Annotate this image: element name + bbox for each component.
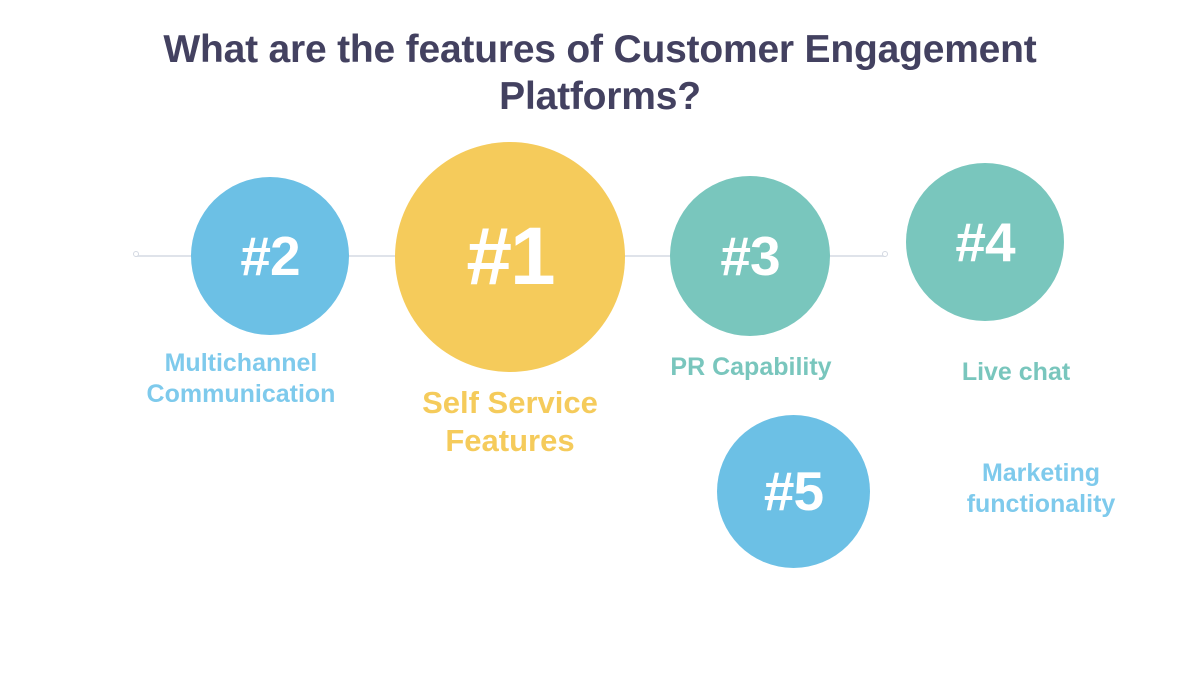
node-badge-2: #2	[240, 224, 300, 287]
node-caption-1: Self Service Features	[380, 384, 640, 460]
node-badge-4: #4	[955, 210, 1015, 273]
node-circle-3[interactable]: #3	[670, 176, 830, 336]
node-circle-5[interactable]: #5	[717, 415, 870, 568]
node-caption-3-line-1: PR Capability	[670, 353, 832, 381]
node-caption-1-line-2: Features	[445, 422, 575, 458]
node-circle-2[interactable]: #2	[191, 177, 349, 335]
node-badge-3: #3	[720, 224, 780, 287]
page-title: What are the features of Customer Engage…	[90, 26, 1110, 120]
page-title-line-1: What are the features of Customer Engage…	[163, 28, 1037, 71]
node-caption-5: Marketing functionality	[925, 458, 1157, 519]
node-caption-5-line-1: Marketing	[981, 459, 1101, 487]
node-badge-1: #1	[466, 211, 555, 302]
node-caption-5-line-2: functionality	[966, 489, 1116, 518]
node-circle-4[interactable]: #4	[906, 163, 1064, 321]
node-caption-2-line-1: Multichannel	[164, 349, 318, 377]
timeline-left-endpoint-dot	[133, 251, 139, 257]
page-title-line-2: Platforms?	[499, 75, 701, 118]
node-circle-1[interactable]: #1	[395, 142, 625, 372]
node-caption-1-line-1: Self Service	[422, 385, 598, 420]
node-caption-4-line-1: Live chat	[961, 358, 1071, 386]
node-caption-2: Multichannel Communication	[110, 348, 372, 409]
timeline-right-endpoint-dot	[882, 251, 888, 257]
node-caption-3: PR Capability	[635, 352, 867, 383]
node-caption-4: Live chat	[900, 357, 1132, 388]
node-caption-2-line-2: Communication	[146, 379, 336, 408]
node-badge-5: #5	[763, 460, 824, 522]
